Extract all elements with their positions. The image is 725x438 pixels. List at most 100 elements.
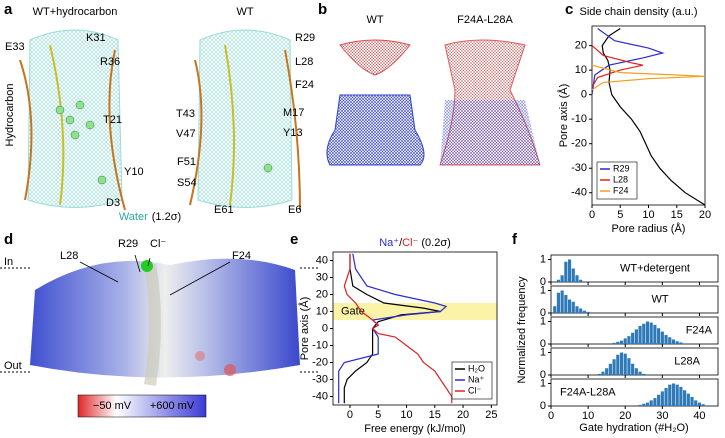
x-tick-label: 0 [589, 209, 595, 221]
title-part: / [399, 237, 403, 249]
residue-label: V47 [176, 128, 196, 140]
structure-a [19, 29, 301, 211]
y-axis-label: Pore axis (Å) [557, 84, 570, 148]
bar [631, 363, 635, 375]
bar [627, 336, 631, 344]
bar [705, 405, 709, 406]
y-tick-label: 30 [316, 271, 328, 283]
side-label: Hydrocarbon [4, 84, 16, 147]
y-tick-label: 0 [540, 338, 546, 350]
bar [671, 339, 676, 344]
panel-label: c [565, 1, 573, 18]
bar [608, 363, 612, 375]
bar [619, 352, 624, 375]
bar [697, 402, 702, 406]
bar [668, 337, 672, 344]
bar [642, 323, 646, 344]
legend-label: Na⁺ [468, 374, 485, 384]
x-tick-label: 40 [693, 410, 705, 422]
residue-label: F24 [232, 250, 251, 262]
residue-label: R29 [118, 238, 138, 250]
bar [579, 308, 583, 313]
legend-label: F24 [613, 185, 629, 195]
bar [571, 301, 575, 313]
plot-frame [550, 316, 719, 345]
bar [627, 358, 631, 375]
histogram-label: WT+detergent [620, 262, 690, 274]
panel-label: a [4, 1, 13, 18]
y-tick-label: -30 [571, 162, 587, 174]
structure-title: WT [236, 6, 253, 18]
y-tick-label: 0 [322, 322, 328, 334]
bar [564, 261, 568, 282]
water-label: Water (1.2σ) [119, 211, 181, 223]
water-label-part: Water [119, 211, 148, 223]
title-part: Na⁺ [379, 237, 399, 249]
residue-label: F51 [177, 156, 196, 168]
title-part: Cl⁻ [402, 237, 418, 249]
panel-label: f [512, 231, 518, 248]
x-tick-label: 0 [347, 409, 353, 421]
structure-b [326, 39, 541, 166]
bar [616, 341, 620, 344]
y-tick-label: 0 [540, 369, 546, 381]
bar [634, 368, 638, 375]
bar [653, 398, 657, 406]
y-tick-label: -20 [312, 356, 328, 368]
x-tick-label: 15 [671, 209, 683, 221]
y-tick-label: 0 [540, 276, 546, 288]
bar [660, 331, 664, 344]
bar [560, 275, 564, 282]
bar [567, 259, 572, 282]
bar [664, 388, 668, 406]
y-tick-label: -20 [571, 138, 587, 150]
plot-frame [550, 378, 719, 407]
bar [623, 353, 627, 375]
residue-label: R36 [100, 56, 120, 68]
bar [605, 368, 609, 375]
bar [616, 354, 620, 375]
bar [638, 371, 642, 375]
residue-label: L28 [295, 56, 313, 68]
bar [619, 340, 624, 344]
chart-title: Na⁺/Cl⁻ (0.2σ) [379, 237, 451, 249]
y-tick-label: 0 [581, 89, 587, 101]
bar [560, 290, 564, 313]
x-tick-label: 10 [642, 209, 654, 221]
bar [575, 275, 579, 282]
bar [642, 373, 646, 375]
bar [675, 384, 679, 406]
bar [664, 335, 668, 344]
residue-label: D3 [106, 197, 120, 209]
residue-label: E33 [5, 41, 25, 53]
bar [657, 394, 661, 406]
colorbar-label: −50 mV [93, 400, 132, 412]
residue-label: T21 [103, 114, 122, 126]
bar [649, 322, 653, 344]
x-tick-label: 5 [617, 209, 623, 221]
colorbar-label: +600 mV [150, 400, 195, 412]
chart-title: Side chain density (a.u.) [579, 6, 697, 18]
series-line [343, 253, 441, 404]
residue-label: E6 [288, 204, 301, 216]
bar [638, 404, 642, 406]
bar [579, 279, 583, 282]
bar [653, 324, 657, 344]
series-line [338, 253, 448, 404]
x-tick-label: 20 [699, 209, 711, 221]
bar [553, 306, 557, 313]
bar [660, 391, 664, 406]
bar [612, 359, 616, 375]
panel-label: d [4, 231, 13, 248]
bar [649, 400, 653, 406]
side-label: Out [4, 360, 22, 372]
residue-label: T43 [176, 108, 195, 120]
y-tick-label: 0 [540, 307, 546, 319]
bar [556, 292, 560, 313]
histogram-label: L28A [674, 355, 700, 367]
x-tick-label: 0 [548, 410, 554, 422]
bar [623, 338, 627, 344]
histogram-label: WT [651, 293, 668, 305]
series-line [601, 27, 706, 206]
bar [671, 383, 676, 406]
